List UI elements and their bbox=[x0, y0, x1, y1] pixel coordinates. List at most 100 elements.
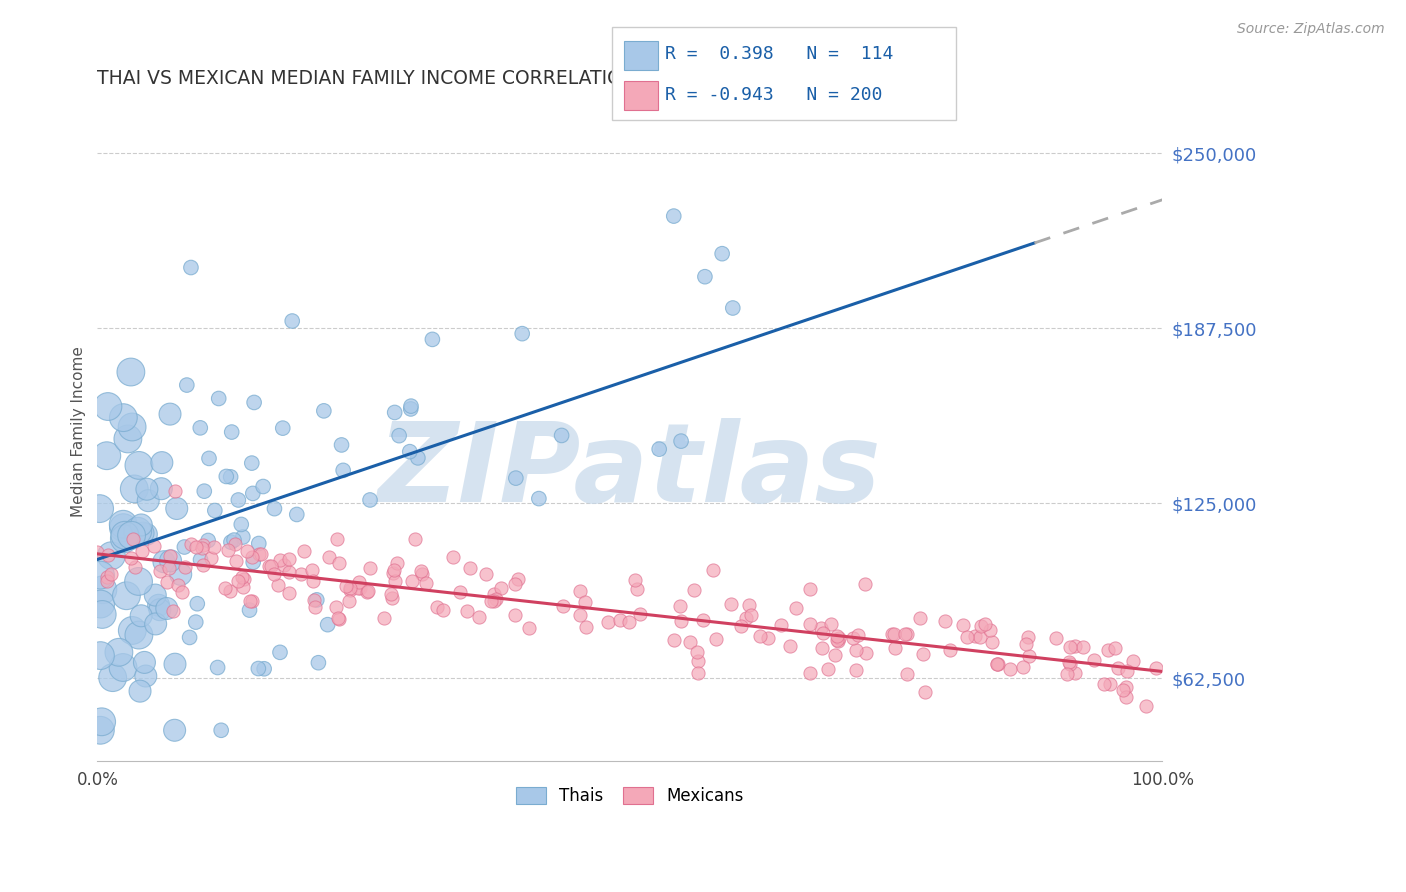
Point bbox=[679, 634, 702, 648]
Point bbox=[1104, 640, 1126, 655]
Point bbox=[1098, 677, 1121, 691]
Point bbox=[846, 628, 869, 642]
Point bbox=[149, 565, 172, 579]
Point bbox=[153, 555, 176, 569]
Point bbox=[1112, 682, 1135, 697]
Point bbox=[828, 631, 851, 645]
Point bbox=[824, 648, 846, 663]
Point bbox=[914, 684, 936, 698]
Point bbox=[411, 567, 433, 582]
Point bbox=[1116, 664, 1139, 678]
Point bbox=[381, 591, 404, 605]
Point bbox=[335, 579, 357, 593]
Point bbox=[278, 551, 301, 566]
Point bbox=[312, 404, 335, 418]
Point bbox=[228, 493, 250, 508]
Point bbox=[730, 619, 752, 633]
Point bbox=[1115, 681, 1137, 695]
Point bbox=[100, 549, 122, 563]
Point bbox=[89, 568, 111, 582]
Point bbox=[799, 582, 821, 596]
Point bbox=[1015, 637, 1038, 651]
Point bbox=[232, 580, 254, 594]
Point bbox=[399, 399, 422, 413]
Point bbox=[273, 558, 295, 572]
Point bbox=[143, 588, 166, 602]
Point bbox=[124, 559, 146, 574]
Point bbox=[384, 574, 406, 588]
Point bbox=[135, 482, 157, 496]
Point bbox=[332, 463, 354, 477]
Point bbox=[527, 491, 550, 506]
Point bbox=[769, 617, 792, 632]
Point bbox=[157, 561, 180, 575]
Point bbox=[86, 545, 108, 559]
Point bbox=[980, 634, 1002, 648]
Point bbox=[813, 626, 835, 640]
Point bbox=[179, 631, 201, 645]
Point bbox=[184, 615, 207, 629]
Point bbox=[669, 614, 692, 628]
Point bbox=[260, 558, 283, 573]
Point bbox=[399, 401, 422, 416]
Point bbox=[820, 617, 842, 632]
Point bbox=[569, 583, 592, 598]
Point bbox=[1064, 639, 1087, 653]
Point bbox=[89, 648, 111, 663]
Point bbox=[1073, 640, 1095, 654]
Point bbox=[404, 532, 426, 546]
Point bbox=[90, 597, 112, 611]
Point bbox=[233, 572, 256, 586]
Point bbox=[247, 547, 270, 561]
Point bbox=[510, 326, 533, 341]
Point bbox=[231, 570, 253, 584]
Point bbox=[96, 449, 118, 463]
Point bbox=[406, 450, 429, 465]
Point bbox=[222, 533, 245, 547]
Point bbox=[388, 428, 411, 442]
Point bbox=[628, 607, 651, 621]
Point bbox=[662, 209, 685, 223]
Point bbox=[855, 646, 877, 660]
Point bbox=[398, 444, 420, 458]
Point bbox=[735, 611, 758, 625]
Point bbox=[505, 471, 527, 485]
Point bbox=[970, 619, 993, 633]
Point bbox=[112, 532, 135, 546]
Point bbox=[318, 549, 340, 564]
Point bbox=[190, 552, 212, 566]
Point bbox=[247, 661, 270, 675]
Point bbox=[1115, 690, 1137, 705]
Point bbox=[912, 647, 935, 661]
Point bbox=[721, 301, 744, 315]
Point bbox=[166, 501, 188, 516]
Point bbox=[569, 607, 592, 622]
Point bbox=[965, 629, 987, 643]
Point bbox=[267, 578, 290, 592]
Point bbox=[359, 492, 381, 507]
Point bbox=[458, 560, 481, 574]
Point bbox=[1059, 657, 1081, 671]
Point bbox=[191, 558, 214, 573]
Point bbox=[131, 544, 153, 558]
Point bbox=[456, 604, 478, 618]
Point bbox=[112, 660, 135, 674]
Text: THAI VS MEXICAN MEDIAN FAMILY INCOME CORRELATION CHART: THAI VS MEXICAN MEDIAN FAMILY INCOME COR… bbox=[97, 69, 706, 87]
Point bbox=[200, 551, 222, 566]
Point bbox=[149, 603, 172, 617]
Point bbox=[263, 567, 285, 582]
Point bbox=[693, 269, 716, 284]
Point bbox=[662, 632, 685, 647]
Point bbox=[668, 599, 690, 613]
Point bbox=[894, 626, 917, 640]
Point bbox=[135, 669, 157, 683]
Point bbox=[517, 621, 540, 635]
Point bbox=[231, 517, 253, 532]
Point bbox=[974, 617, 997, 632]
Point bbox=[236, 543, 259, 558]
Point bbox=[1083, 653, 1105, 667]
Point bbox=[173, 560, 195, 574]
Point bbox=[1018, 649, 1040, 664]
Point bbox=[484, 592, 506, 607]
Point bbox=[163, 657, 186, 672]
